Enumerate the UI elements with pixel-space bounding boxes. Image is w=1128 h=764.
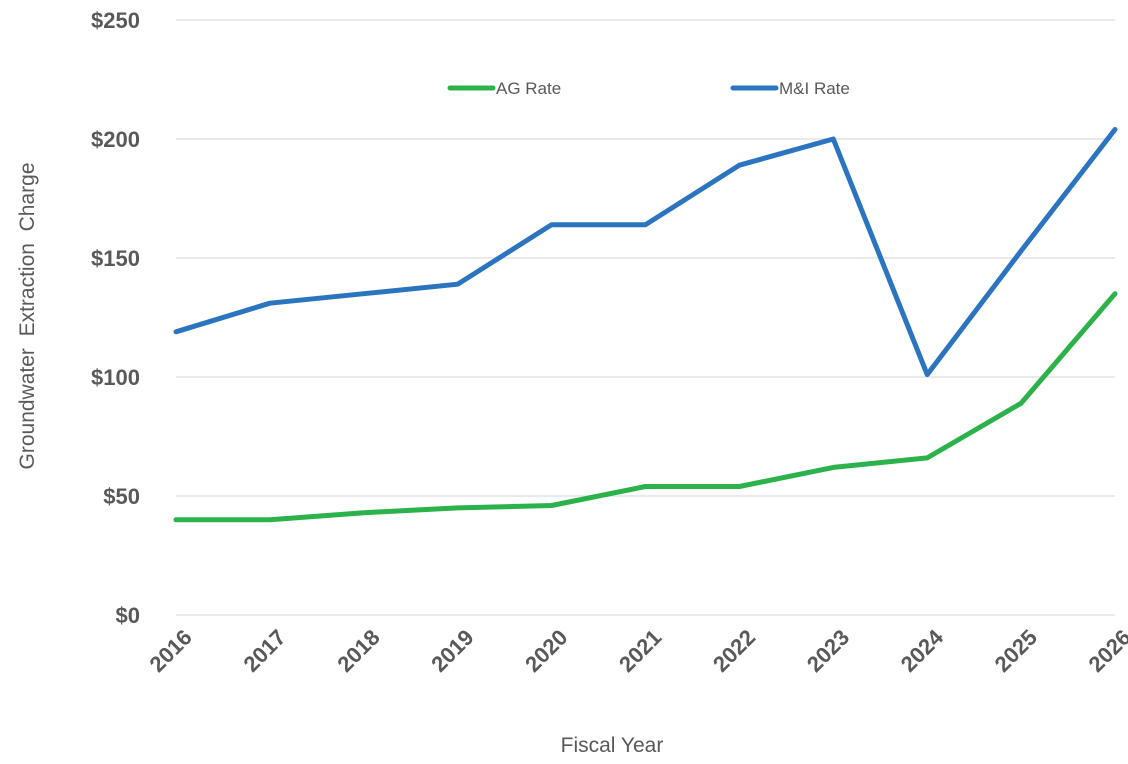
series-lines [173, 127, 1118, 523]
y-axis-title: Groundwater Extraction Charge [16, 163, 39, 470]
x-tick-label: 2026 [1084, 625, 1128, 677]
series-line-m-i-rate [173, 127, 1118, 378]
x-tick-label: 2018 [332, 625, 384, 677]
x-tick-label: 2019 [426, 625, 478, 677]
x-tick-label: 2017 [238, 625, 290, 677]
x-axis-title: Fiscal Year [561, 734, 664, 757]
legend-label: AG Rate [496, 79, 561, 98]
legend: AG Rate M&I Rate [447, 79, 850, 98]
legend-label: M&I Rate [779, 79, 850, 98]
x-tick-label: 2021 [614, 625, 666, 677]
x-tick-label: 2020 [520, 625, 572, 677]
y-axis-ticks: $0 $50 $100 $150 $200 $250 [91, 8, 140, 628]
y-tick-label: $100 [91, 365, 140, 390]
y-tick-label: $150 [91, 246, 140, 271]
y-tick-label: $200 [91, 127, 140, 152]
x-tick-label: 2025 [990, 625, 1042, 677]
gridlines [176, 19, 1115, 616]
y-tick-label: $50 [103, 484, 140, 509]
x-axis-ticks: 2016 2017 2018 2019 2020 2021 2022 2023 2024 2025… [145, 624, 1128, 677]
x-tick-label: 2016 [145, 625, 197, 677]
x-tick-label: 2024 [896, 624, 949, 677]
series-line-ag-rate [173, 291, 1118, 523]
y-tick-label: $250 [91, 8, 140, 33]
x-tick-label: 2022 [708, 625, 760, 677]
y-tick-label: $0 [116, 603, 140, 628]
x-tick-label: 2023 [802, 625, 854, 677]
